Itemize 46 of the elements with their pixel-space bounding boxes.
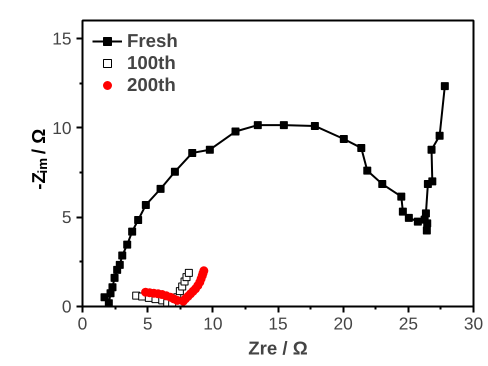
x-tick-label: 30: [464, 314, 484, 334]
point: [128, 228, 136, 236]
point: [134, 216, 142, 224]
point: [423, 219, 432, 228]
x-tick-label: 20: [334, 314, 353, 334]
point: [156, 184, 165, 193]
point: [206, 146, 214, 154]
point: [280, 121, 288, 130]
point: [116, 260, 124, 269]
point: [188, 148, 196, 157]
point: [170, 168, 179, 176]
point: [110, 274, 119, 282]
point: [232, 128, 240, 136]
point: [436, 132, 444, 140]
point: [123, 240, 132, 249]
point: [428, 177, 436, 186]
y-tick-label: 5: [62, 207, 72, 228]
point: [440, 82, 449, 90]
legend-label: 100th: [127, 52, 176, 74]
point: [310, 122, 319, 130]
point: [404, 214, 413, 222]
point: [363, 166, 372, 175]
x-tick-label: 25: [398, 314, 418, 334]
y-tick-label: 10: [52, 118, 72, 138]
point: [108, 283, 116, 292]
y-axis-title: -Zim / Ω: [28, 128, 50, 190]
point: [378, 180, 386, 188]
x-tick-label: 15: [268, 314, 288, 334]
x-tick-label: 0: [78, 314, 88, 334]
x-tick-label: 10: [203, 314, 222, 334]
point: [142, 200, 150, 209]
point: [340, 135, 348, 144]
x-tick-label: 5: [142, 314, 152, 334]
y-tick-label: 15: [52, 28, 72, 48]
point: [398, 208, 407, 216]
point: [397, 192, 406, 201]
point: [184, 268, 193, 277]
x-axis-title: Zre / Ω: [248, 338, 308, 358]
point: [118, 252, 126, 260]
point: [422, 209, 430, 218]
point: [357, 144, 366, 152]
legend-label: 200th: [127, 74, 176, 96]
y-tick-label: 0: [62, 296, 72, 316]
legend-label: Fresh: [127, 30, 178, 52]
point: [254, 121, 262, 130]
point: [428, 146, 436, 154]
